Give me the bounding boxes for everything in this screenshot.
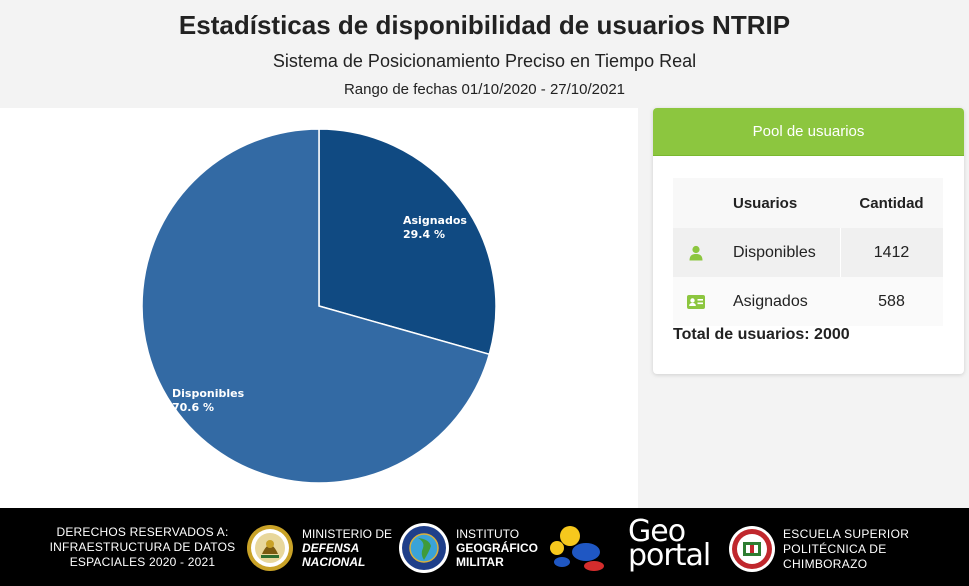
pie-label-percent: 70.6 % (172, 401, 214, 414)
pie-label-category: Disponibles (172, 387, 245, 400)
column-header-users: Usuarios (733, 194, 798, 212)
ministry-name: MINISTERIO DE DEFENSA NACIONAL (302, 527, 393, 569)
rights-line: INFRAESTRUCTURA DE DATOS (49, 540, 236, 554)
footer: DERECHOS RESERVADOS A: INFRAESTRUCTURA D… (0, 508, 969, 586)
row-quantity: 1412 (873, 243, 910, 261)
table-header-row: Usuarios Cantidad (673, 178, 943, 228)
row-name: Disponibles (733, 243, 816, 261)
table-row: Disponibles 1412 (673, 228, 943, 277)
row-name: Asignados (733, 292, 808, 310)
pie-slice-asignados[interactable] (318, 128, 497, 356)
geoportal-wordmark: Geo portal (628, 514, 711, 573)
chart-panel: Asignados 29.4 % Disponibles 70.6 % (0, 108, 638, 508)
cell-divider (840, 228, 841, 277)
page-header: Estadísticas de disponibilidad de usuari… (0, 0, 969, 108)
column-header-quantity: Cantidad (859, 194, 924, 212)
user-pool-table: Usuarios Cantidad Disponibles 1412 (673, 178, 943, 326)
footer-rights: DERECHOS RESERVADOS A: INFRAESTRUCTURA D… (40, 525, 245, 570)
user-pool-title: Pool de usuarios (653, 108, 964, 156)
geoportal-logo-icon (550, 526, 604, 571)
total-users: Total de usuarios: 2000 (673, 326, 850, 343)
rights-line: ESPACIALES 2020 - 2021 (69, 555, 216, 569)
igm-seal-icon (399, 523, 449, 573)
espoch-name: ESCUELA SUPERIOR POLITÉCNICA DE CHIMBORA… (783, 527, 910, 571)
page-title: Estadísticas de disponibilidad de usuari… (178, 10, 791, 40)
table-row: Asignados 588 (673, 277, 943, 326)
page-subtitle: Sistema de Posicionamiento Preciso en Ti… (272, 51, 697, 71)
user-pool-card: Pool de usuarios Usuarios Cantidad Dispo… (653, 108, 964, 374)
id-card-icon (673, 277, 719, 326)
row-quantity: 588 (878, 292, 905, 310)
rights-line: DERECHOS RESERVADOS A: (56, 525, 229, 539)
pie-label-percent: 29.4 % (403, 228, 445, 241)
pie-slice-disponibles[interactable] (141, 128, 491, 484)
ministry-seal-icon (247, 525, 293, 571)
date-range: Rango de fechas 01/10/2020 - 27/10/2021 (343, 81, 626, 98)
espoch-seal-icon (729, 526, 775, 572)
pie-label-category: Asignados (403, 214, 467, 227)
user-icon (673, 228, 719, 277)
igm-name: INSTITUTO GEOGRÁFICO MILITAR (456, 527, 539, 569)
